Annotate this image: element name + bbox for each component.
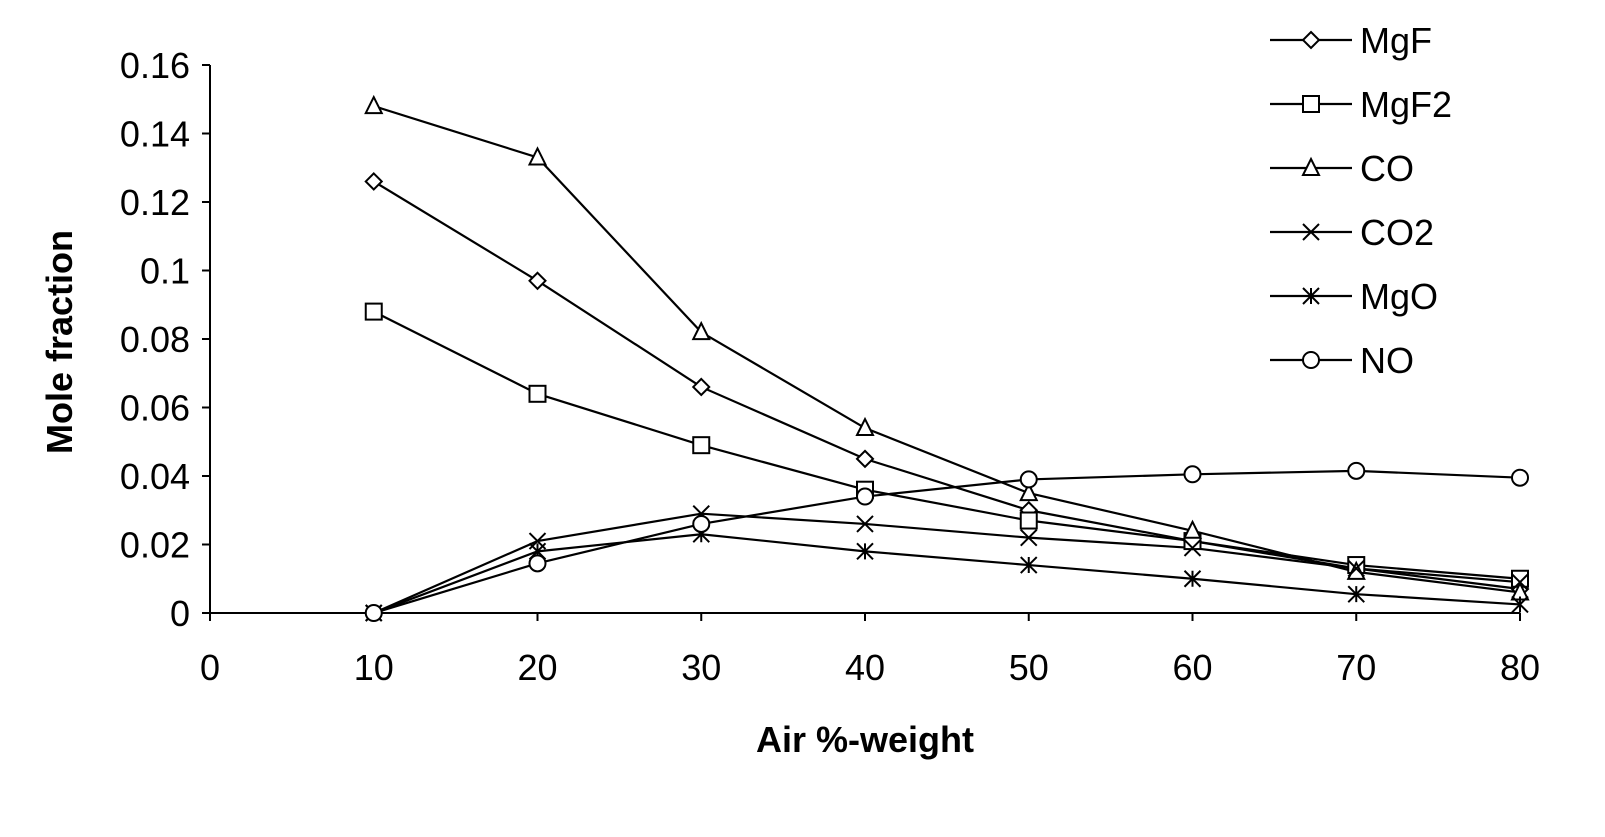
data-point-mgf <box>364 172 384 191</box>
data-point-co2 <box>856 515 874 533</box>
x-tick-label: 50 <box>1009 647 1049 688</box>
series-line-co <box>373 105 1521 594</box>
x-tick-label: 80 <box>1500 647 1540 688</box>
data-point-no <box>1511 468 1529 487</box>
data-point-no <box>692 514 711 533</box>
legend-marker-diamond <box>1301 30 1321 50</box>
y-tick-label: 0 <box>170 593 190 634</box>
data-point-co <box>1346 560 1366 580</box>
series-markers-co <box>364 94 1530 601</box>
data-point-no <box>856 487 874 506</box>
y-tick-label: 0.08 <box>120 319 190 360</box>
legend-label: CO2 <box>1360 212 1434 253</box>
data-point-co2 <box>1020 528 1038 547</box>
data-point-co <box>364 94 384 115</box>
x-tick-label: 70 <box>1336 647 1376 688</box>
y-axis-title: Mole fraction <box>39 230 80 454</box>
data-point-no <box>364 604 383 622</box>
x-axis-title: Air %-weight <box>756 719 974 760</box>
data-point-mgf2 <box>692 436 711 455</box>
legend-marker-triangle <box>1301 156 1321 176</box>
data-point-mgo <box>1020 556 1038 574</box>
series-lines <box>373 105 1521 615</box>
data-point-mgf2 <box>528 384 547 403</box>
y-tick-label: 0.1 <box>140 251 190 292</box>
legend-marker-square <box>1302 95 1320 113</box>
series-markers <box>364 94 1530 622</box>
data-point-co2 <box>1347 559 1365 578</box>
y-tick-label: 0.16 <box>120 45 190 86</box>
data-point-co <box>527 146 548 166</box>
data-point-co <box>691 320 711 341</box>
y-tick-label: 0.12 <box>120 182 190 223</box>
data-point-co <box>1019 481 1039 502</box>
data-point-mgo <box>1183 570 1202 588</box>
legend-marker-asterisk <box>1302 287 1320 305</box>
data-point-no <box>1019 470 1038 489</box>
legend-item-co: CO <box>1270 148 1414 189</box>
data-point-co2 <box>1511 573 1529 591</box>
series-line-mgo <box>373 533 1521 615</box>
legend-item-mgo: MgO <box>1270 276 1438 317</box>
series-line-mgf <box>373 180 1521 591</box>
data-point-mgf <box>528 271 547 291</box>
legend-marker-circle <box>1302 351 1320 369</box>
data-point-mgo <box>1347 585 1365 603</box>
data-point-co <box>855 416 875 437</box>
data-point-no <box>1183 465 1202 484</box>
x-tick-label: 30 <box>681 647 721 688</box>
y-tick-label: 0.02 <box>120 525 190 566</box>
legend-label: MgF2 <box>1360 84 1452 125</box>
data-point-mgf2 <box>364 302 383 321</box>
data-point-mgo <box>1511 595 1529 614</box>
x-tick-label: 0 <box>200 647 220 688</box>
legend-item-no: NO <box>1270 340 1414 381</box>
ticks: 0 0.02 0.04 0.06 0.08 0.1 0.12 0.14 0.16 0 10 20 30 4… <box>120 45 1540 688</box>
series-markers-no <box>364 461 1529 622</box>
legend-label: MgF <box>1360 20 1432 61</box>
data-point-mgf <box>691 377 711 397</box>
data-point-mgf <box>855 449 875 469</box>
x-tick-label: 60 <box>1172 647 1212 688</box>
legend-item-co2: CO2 <box>1270 212 1434 253</box>
legend-item-mgf2: MgF2 <box>1270 84 1452 125</box>
data-point-co <box>1182 519 1203 539</box>
y-tick-label: 0.06 <box>120 388 190 429</box>
series-line-mgf2 <box>373 310 1521 580</box>
y-tick-label: 0.14 <box>120 114 190 155</box>
x-tick-label: 10 <box>354 647 394 688</box>
legend-marker-x <box>1302 223 1320 241</box>
axes <box>209 65 1520 614</box>
series-line-co2 <box>373 512 1521 615</box>
legend-label: NO <box>1360 340 1414 381</box>
legend-label: CO <box>1360 148 1414 189</box>
data-point-no <box>528 554 547 573</box>
y-tick-label: 0.04 <box>120 456 190 497</box>
x-tick-label: 40 <box>845 647 885 688</box>
legend-label: MgO <box>1360 276 1438 317</box>
data-point-mgo <box>856 542 874 561</box>
legend-item-mgf: MgF <box>1270 20 1432 61</box>
data-point-mgf2 <box>1019 511 1038 530</box>
series-line-no <box>373 469 1521 615</box>
data-point-no <box>1347 461 1366 480</box>
x-tick-label: 20 <box>517 647 557 688</box>
legend: MgF MgF2 CO CO2 MgO NO <box>1270 20 1452 381</box>
data-point-co2 <box>1183 539 1202 557</box>
